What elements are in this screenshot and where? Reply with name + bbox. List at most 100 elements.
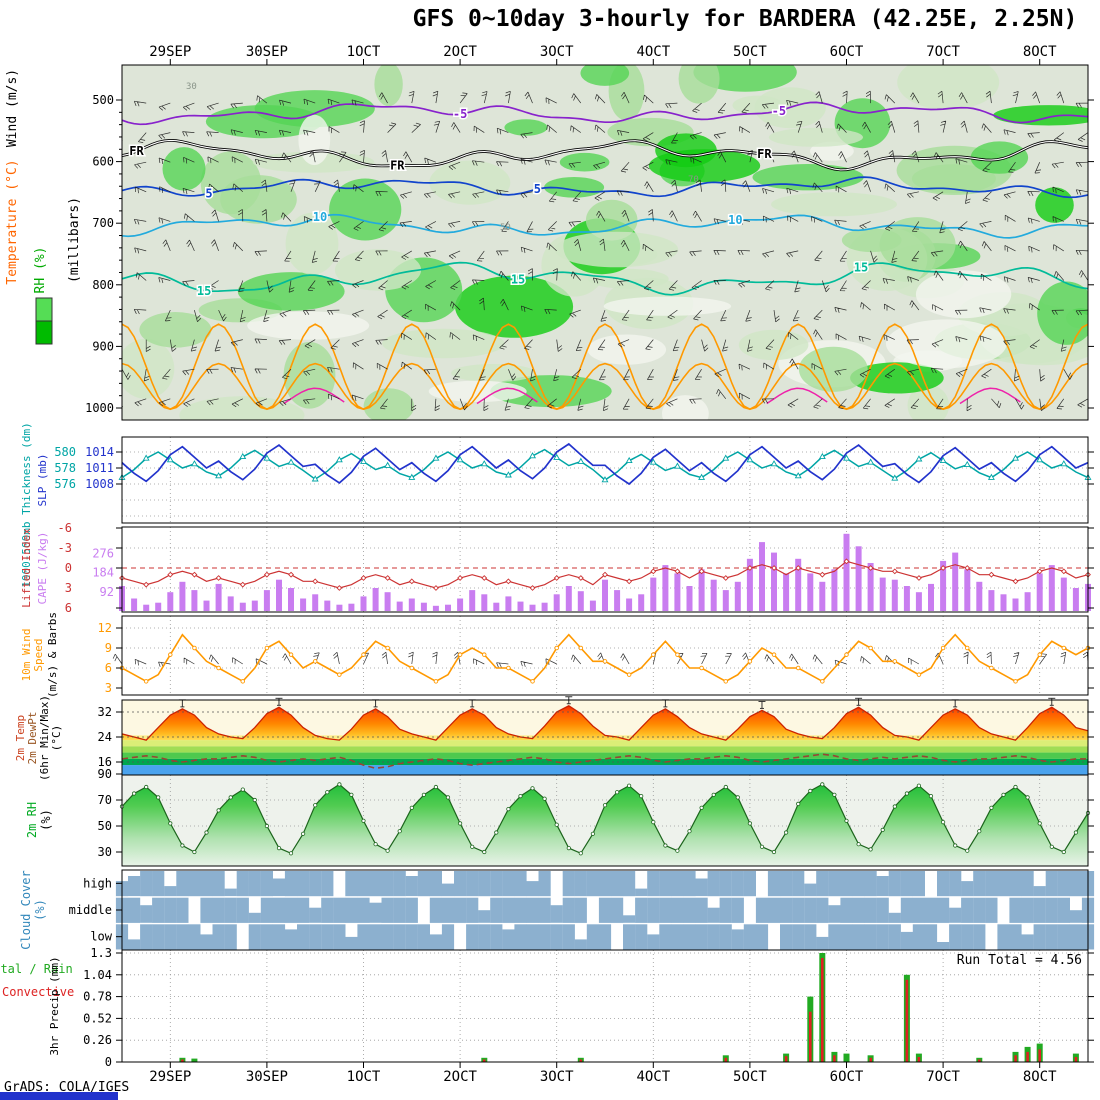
svg-text:1011: 1011 xyxy=(85,461,114,475)
svg-text:0: 0 xyxy=(65,561,72,575)
svg-text:700: 700 xyxy=(92,216,114,230)
svg-text:30SEP: 30SEP xyxy=(246,1069,288,1085)
svg-text:3hr Precip (mm): 3hr Precip (mm) xyxy=(48,956,61,1055)
svg-text:0.78: 0.78 xyxy=(83,990,112,1004)
svg-text:70: 70 xyxy=(688,175,699,185)
svg-text:578: 578 xyxy=(54,461,76,475)
svg-text:1008: 1008 xyxy=(85,477,114,491)
svg-text:-6: -6 xyxy=(58,521,72,535)
svg-text:6: 6 xyxy=(105,661,112,675)
svg-text:10: 10 xyxy=(728,213,742,227)
svg-text:2m Temp: 2m Temp xyxy=(14,715,27,761)
panel-2m-rh xyxy=(119,775,1091,866)
svg-text:70: 70 xyxy=(98,793,112,807)
svg-text:9: 9 xyxy=(105,641,112,655)
svg-text:0: 0 xyxy=(105,1055,112,1069)
svg-text:FR: FR xyxy=(129,144,144,158)
svg-text:FR: FR xyxy=(757,147,772,161)
svg-text:3OCT: 3OCT xyxy=(540,44,574,60)
svg-text:4OCT: 4OCT xyxy=(636,44,670,60)
svg-text:Run Total = 4.56: Run Total = 4.56 xyxy=(957,953,1082,968)
svg-text:1000: 1000 xyxy=(85,401,114,415)
svg-text:800: 800 xyxy=(92,278,114,292)
grads-credit: GrADS: COLA/IGES xyxy=(4,1080,130,1095)
svg-text:10: 10 xyxy=(313,210,327,224)
svg-text:2OCT: 2OCT xyxy=(443,44,477,60)
panel-slp-thickness xyxy=(118,437,1092,523)
svg-text:30: 30 xyxy=(98,845,112,859)
svg-text:29SEP: 29SEP xyxy=(149,1069,191,1085)
svg-text:3: 3 xyxy=(105,681,112,695)
svg-text:2m DewPt: 2m DewPt xyxy=(26,712,39,765)
svg-text:900: 900 xyxy=(92,339,114,353)
svg-text:8OCT: 8OCT xyxy=(1023,1069,1057,1085)
svg-text:580: 580 xyxy=(54,445,76,459)
svg-text:(6hr Min/Max): (6hr Min/Max) xyxy=(38,695,51,781)
svg-text:1.04: 1.04 xyxy=(83,968,112,982)
svg-text:Cloud Cover: Cloud Cover xyxy=(19,870,33,949)
svg-text:(°C): (°C) xyxy=(50,725,63,752)
svg-text:184: 184 xyxy=(92,566,114,580)
svg-text:6OCT: 6OCT xyxy=(830,1069,864,1085)
svg-text:7OCT: 7OCT xyxy=(926,1069,960,1085)
grads-logo-bar xyxy=(0,1092,118,1100)
svg-text:1000-500mb Thickness (dm): 1000-500mb Thickness (dm) xyxy=(20,422,33,588)
svg-text:3: 3 xyxy=(65,581,72,595)
panel-cape-li xyxy=(119,527,1091,612)
svg-text:10m Wind: 10m Wind xyxy=(20,629,33,682)
svg-text:500: 500 xyxy=(92,93,114,107)
svg-text:Total / Rain: Total / Rain xyxy=(0,962,73,976)
svg-text:1OCT: 1OCT xyxy=(347,44,381,60)
svg-text:(%): (%) xyxy=(33,899,47,921)
svg-text:(millibars): (millibars) xyxy=(67,197,82,283)
svg-text:1014: 1014 xyxy=(85,445,114,459)
svg-text:12: 12 xyxy=(98,621,112,635)
svg-text:92: 92 xyxy=(100,585,114,599)
panel-2m-temp xyxy=(121,696,1089,775)
svg-text:90: 90 xyxy=(98,767,112,781)
svg-text:5: 5 xyxy=(205,186,212,200)
svg-text:CAPE (J/kg): CAPE (J/kg) xyxy=(36,532,49,605)
svg-text:600: 600 xyxy=(92,155,114,169)
svg-text:15: 15 xyxy=(197,284,211,298)
svg-text:16: 16 xyxy=(98,755,112,769)
svg-text:5OCT: 5OCT xyxy=(733,44,767,60)
svg-text:-5: -5 xyxy=(772,104,786,118)
svg-text:Temperature (°C): Temperature (°C) xyxy=(5,159,20,284)
svg-text:24: 24 xyxy=(98,730,112,744)
svg-text:FR: FR xyxy=(390,158,405,172)
svg-text:low: low xyxy=(90,930,112,944)
svg-text:2OCT: 2OCT xyxy=(443,1069,477,1085)
panel-10m-wind xyxy=(112,616,1091,695)
svg-text:Lifted Index: Lifted Index xyxy=(20,528,33,608)
svg-text:576: 576 xyxy=(54,477,76,491)
svg-text:3OCT: 3OCT xyxy=(540,1069,574,1085)
svg-text:-3: -3 xyxy=(58,541,72,555)
svg-text:6: 6 xyxy=(65,601,72,615)
svg-text:(m/s) & Barbs: (m/s) & Barbs xyxy=(46,612,59,698)
svg-text:32: 32 xyxy=(98,705,112,719)
svg-text:7OCT: 7OCT xyxy=(926,44,960,60)
svg-text:Wind (m/s): Wind (m/s) xyxy=(5,69,20,147)
svg-text:middle: middle xyxy=(69,903,112,917)
svg-text:50: 50 xyxy=(500,223,511,233)
svg-text:30SEP: 30SEP xyxy=(246,44,288,60)
svg-text:high: high xyxy=(83,876,112,890)
panel-cloud-cover xyxy=(115,870,1095,950)
svg-text:29SEP: 29SEP xyxy=(149,44,191,60)
svg-text:(%): (%) xyxy=(39,809,53,831)
svg-text:6OCT: 6OCT xyxy=(830,44,864,60)
svg-text:4OCT: 4OCT xyxy=(636,1069,670,1085)
svg-text:2m RH: 2m RH xyxy=(25,802,39,838)
panel-precip: Run Total = 4.56 xyxy=(122,950,1088,1062)
svg-text:8OCT: 8OCT xyxy=(1023,44,1057,60)
svg-text:SLP (mb): SLP (mb) xyxy=(36,454,49,507)
svg-text:-5: -5 xyxy=(453,107,467,121)
svg-text:276: 276 xyxy=(92,546,114,560)
svg-text:5: 5 xyxy=(534,182,541,196)
svg-text:Speed: Speed xyxy=(32,638,45,671)
svg-text:RH (%): RH (%) xyxy=(33,247,48,294)
svg-text:50: 50 xyxy=(98,819,112,833)
svg-text:5OCT: 5OCT xyxy=(733,1069,767,1085)
